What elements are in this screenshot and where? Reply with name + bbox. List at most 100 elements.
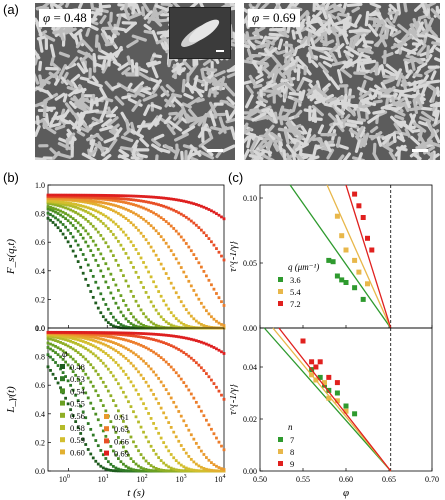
data-point xyxy=(159,235,163,239)
data-point xyxy=(132,340,135,344)
data-point xyxy=(54,335,57,339)
rod-particle xyxy=(195,98,205,103)
data-point xyxy=(182,381,186,384)
data-point xyxy=(66,207,70,211)
rod-particle xyxy=(367,114,380,124)
data-point xyxy=(207,237,211,240)
data-point xyxy=(194,257,198,261)
data-point xyxy=(69,339,73,343)
rod-particle xyxy=(404,127,411,138)
rod-particle xyxy=(435,47,440,55)
rod-particle xyxy=(291,29,296,40)
data-point xyxy=(119,352,123,356)
data-point xyxy=(86,199,90,203)
data-point xyxy=(127,348,130,352)
data-point xyxy=(84,331,88,334)
data-point xyxy=(99,311,103,315)
rod-particle xyxy=(98,3,104,13)
data-point xyxy=(74,205,78,209)
data-point xyxy=(202,305,206,309)
rod-particle xyxy=(296,154,305,160)
data-point xyxy=(144,332,148,336)
data-point xyxy=(194,441,198,445)
data-point xyxy=(167,307,171,311)
data-point xyxy=(91,331,95,334)
data-point xyxy=(147,468,150,472)
data-point xyxy=(89,195,93,199)
rod-particle xyxy=(291,101,298,113)
data-point xyxy=(172,324,176,328)
data-point xyxy=(111,425,115,429)
data-point xyxy=(84,347,88,350)
rod-particle xyxy=(123,7,131,21)
rod-particle xyxy=(328,76,340,91)
data-point xyxy=(197,261,201,265)
data-point xyxy=(162,204,166,208)
rod-particle xyxy=(111,84,121,91)
data-point xyxy=(124,464,128,468)
data-point xyxy=(109,468,113,472)
data-point xyxy=(104,196,108,200)
data-point xyxy=(71,209,75,213)
data-point xyxy=(127,201,130,205)
data-point xyxy=(101,197,105,201)
y-tick-label: 0.2 xyxy=(35,438,45,447)
data-point xyxy=(104,352,108,355)
data-point xyxy=(76,195,80,199)
data-point xyxy=(137,252,140,256)
data-point xyxy=(127,400,130,404)
data-point xyxy=(169,323,173,327)
data-point xyxy=(81,195,85,199)
rod-particle xyxy=(298,18,306,31)
data-point xyxy=(61,215,65,219)
data-point xyxy=(129,194,133,198)
data-point xyxy=(149,201,153,205)
data-point xyxy=(64,338,67,342)
rod-particle xyxy=(76,130,86,137)
rod-particle xyxy=(295,142,309,152)
data-point xyxy=(104,318,108,322)
data-point xyxy=(147,462,150,465)
data-point xyxy=(96,462,100,466)
data-point xyxy=(149,464,153,467)
data-point xyxy=(174,325,178,329)
data-point xyxy=(159,436,163,440)
data-point xyxy=(152,304,155,308)
data-point xyxy=(66,228,70,232)
data-point xyxy=(147,347,150,351)
rod-particle xyxy=(186,96,201,107)
data-point xyxy=(114,466,118,470)
data-point xyxy=(134,299,138,303)
data-point xyxy=(222,258,226,262)
data-point xyxy=(197,297,201,301)
rod-particle xyxy=(244,37,248,45)
rod-particle xyxy=(288,91,302,97)
data-point xyxy=(119,414,123,418)
data-point xyxy=(152,249,155,253)
rod-particle xyxy=(225,117,235,124)
data-point xyxy=(104,331,108,335)
data-point xyxy=(157,377,161,380)
data-point xyxy=(172,197,176,201)
data-point xyxy=(139,335,143,339)
rod-particle xyxy=(136,153,148,159)
rod-particle xyxy=(434,57,440,64)
data-point xyxy=(49,368,52,372)
data-point xyxy=(76,399,80,403)
data-point xyxy=(159,325,163,329)
data-point xyxy=(142,217,145,221)
legend-swatch xyxy=(60,400,65,406)
data-point xyxy=(207,423,211,427)
data-point xyxy=(129,261,133,264)
data-point xyxy=(59,334,62,338)
data-point xyxy=(119,269,123,272)
data-point xyxy=(129,340,133,343)
data-point xyxy=(104,206,108,209)
rod-particle xyxy=(372,142,377,155)
data-point xyxy=(215,436,218,440)
rod-particle xyxy=(405,125,416,130)
data-point xyxy=(101,297,105,301)
rod-particle xyxy=(96,42,102,52)
rod-particle xyxy=(54,92,66,101)
data-point xyxy=(124,233,128,237)
